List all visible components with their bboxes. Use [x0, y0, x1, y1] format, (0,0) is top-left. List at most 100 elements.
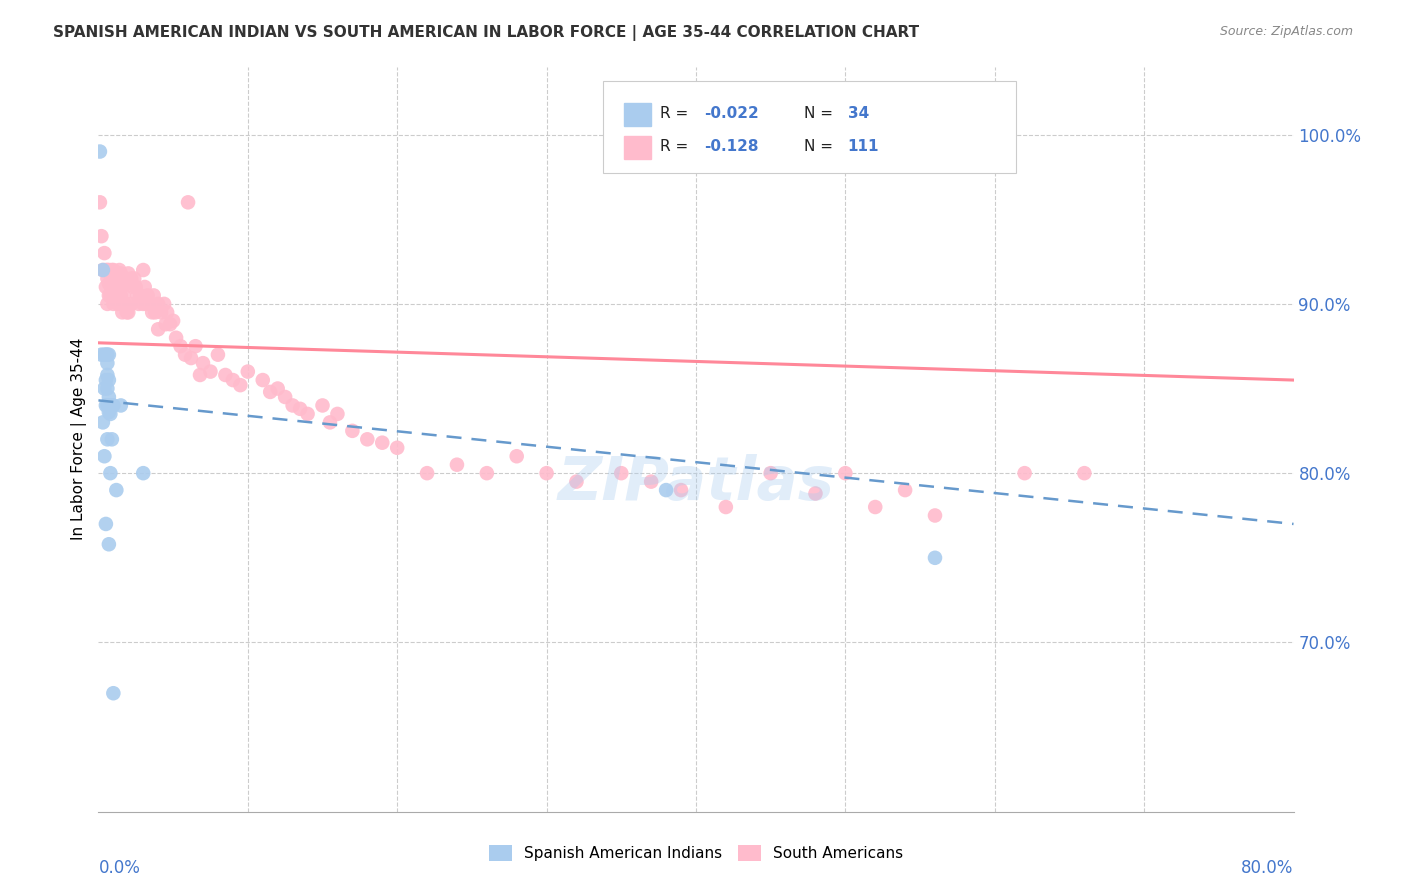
- Point: [93, 348, 115, 362]
- Point: [108, 263, 131, 277]
- Point: [159, 317, 181, 331]
- Point: [101, 433, 124, 447]
- Point: [97, 348, 120, 362]
- Point: [475, 466, 498, 480]
- Point: [180, 351, 202, 365]
- Point: [139, 297, 162, 311]
- Point: [103, 686, 125, 700]
- Point: [110, 399, 132, 413]
- Point: [1073, 466, 1095, 480]
- Text: R =: R =: [661, 139, 693, 154]
- Point: [156, 305, 179, 319]
- Point: [169, 339, 191, 353]
- Point: [150, 305, 173, 319]
- Text: 111: 111: [848, 139, 879, 154]
- Point: [91, 263, 114, 277]
- Point: [155, 317, 177, 331]
- Point: [115, 305, 138, 319]
- Point: [110, 288, 132, 302]
- Point: [669, 483, 692, 497]
- Point: [153, 297, 176, 311]
- Point: [148, 322, 170, 336]
- Text: ZIPatlas: ZIPatlas: [557, 455, 835, 514]
- Text: -0.022: -0.022: [704, 106, 759, 121]
- Point: [112, 288, 135, 302]
- Point: [96, 297, 118, 311]
- Point: [371, 435, 394, 450]
- Point: [385, 441, 409, 455]
- Point: [89, 195, 111, 210]
- Point: [101, 271, 124, 285]
- Point: [259, 384, 281, 399]
- Point: [97, 277, 120, 291]
- Point: [297, 407, 319, 421]
- Point: [98, 399, 122, 413]
- Legend: Spanish American Indians, South Americans: Spanish American Indians, South American…: [482, 839, 910, 867]
- Point: [319, 416, 342, 430]
- Text: 34: 34: [848, 106, 869, 121]
- Point: [111, 277, 134, 291]
- Point: [90, 348, 112, 362]
- Point: [98, 466, 122, 480]
- Point: [236, 365, 259, 379]
- Point: [101, 399, 124, 413]
- Point: [1014, 466, 1036, 480]
- Point: [714, 500, 737, 514]
- Point: [103, 399, 125, 413]
- Point: [356, 433, 378, 447]
- Point: [94, 516, 117, 531]
- Point: [97, 405, 120, 419]
- Point: [124, 271, 146, 285]
- Point: [229, 378, 252, 392]
- Point: [117, 305, 139, 319]
- Point: [326, 407, 349, 421]
- Point: [91, 416, 114, 430]
- Point: [114, 271, 136, 285]
- Point: [136, 288, 159, 302]
- Point: [129, 288, 152, 302]
- Text: 80.0%: 80.0%: [1241, 859, 1294, 877]
- Text: R =: R =: [661, 106, 693, 121]
- Point: [924, 550, 946, 565]
- Point: [98, 267, 122, 281]
- Point: [94, 399, 117, 413]
- Text: Source: ZipAtlas.com: Source: ZipAtlas.com: [1219, 25, 1353, 38]
- Point: [96, 356, 118, 370]
- Point: [132, 263, 155, 277]
- Point: [111, 305, 134, 319]
- Point: [108, 280, 131, 294]
- Point: [107, 271, 129, 285]
- Point: [127, 288, 149, 302]
- Point: [98, 277, 122, 291]
- Point: [416, 466, 439, 480]
- Point: [91, 263, 114, 277]
- Point: [90, 229, 112, 244]
- Point: [94, 373, 117, 387]
- Point: [342, 424, 364, 438]
- Point: [188, 368, 211, 382]
- Point: [98, 288, 122, 302]
- Point: [103, 280, 125, 294]
- Point: [115, 277, 138, 291]
- Point: [96, 368, 118, 382]
- Point: [148, 297, 170, 311]
- Point: [132, 466, 155, 480]
- Text: N =: N =: [804, 106, 838, 121]
- Point: [107, 297, 129, 311]
- Point: [174, 348, 197, 362]
- Point: [94, 263, 117, 277]
- Point: [311, 399, 333, 413]
- Point: [110, 267, 132, 281]
- Text: SPANISH AMERICAN INDIAN VS SOUTH AMERICAN IN LABOR FORCE | AGE 35-44 CORRELATION: SPANISH AMERICAN INDIAN VS SOUTH AMERICA…: [53, 25, 920, 41]
- Text: 0.0%: 0.0%: [98, 859, 141, 877]
- Point: [834, 466, 856, 480]
- Point: [135, 297, 157, 311]
- Point: [103, 297, 125, 311]
- Point: [865, 500, 887, 514]
- Point: [200, 365, 222, 379]
- Text: N =: N =: [804, 139, 838, 154]
- Point: [120, 271, 142, 285]
- Point: [93, 449, 115, 463]
- Point: [894, 483, 917, 497]
- Point: [288, 401, 311, 416]
